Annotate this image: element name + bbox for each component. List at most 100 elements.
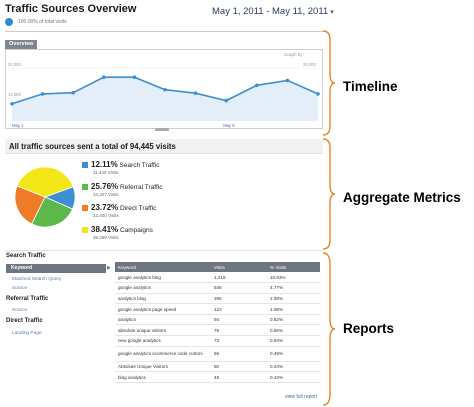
visits-cell: 76 [211, 324, 267, 337]
timeline-point-may-5[interactable] [132, 75, 137, 79]
nav-item-source[interactable]: Source [12, 286, 28, 291]
metric-direct[interactable]: 23.72% Direct Traffic [91, 203, 156, 212]
table-row: google analytics page speed 123 1.08% [115, 303, 320, 315]
timeline-area [12, 77, 318, 121]
timeline-point-may-11[interactable] [316, 92, 320, 96]
visits-cell: 50 [211, 361, 267, 373]
date-range-label: May 1, 2011 - May 11, 2011 [212, 6, 329, 17]
timeline-scroll-handle[interactable] [155, 128, 169, 131]
metric-referral[interactable]: 25.76% Referral Traffic [91, 182, 162, 191]
pct-cell: 0.82% [267, 314, 320, 326]
pct-cell: 4.77% [267, 282, 320, 294]
keyword-link[interactable]: blog analytics [115, 371, 211, 383]
metric-campaigns[interactable]: 38.41% Campaigns [91, 225, 153, 234]
metric-pct: 23.72% [91, 203, 119, 212]
segment-pie-icon [5, 18, 13, 26]
table-header-row: Keyword Visits % Visits [115, 262, 320, 272]
metric-search[interactable]: 12.11% Search Traffic [91, 160, 160, 169]
pct-cell: 0.43% [267, 371, 320, 383]
nav-item-landing-page[interactable]: Landing Page [12, 331, 42, 336]
metric-visits: 22,400 Visits [93, 213, 119, 218]
pie-slice-referral-traffic[interactable] [31, 196, 74, 228]
date-range-picker[interactable]: May 1, 2011 - May 11, 2011 ▾ [212, 6, 334, 17]
pct-cell: 10.63% [267, 272, 320, 284]
nav-item-referral-source[interactable]: Source [12, 308, 28, 313]
metric-pct: 38.41% [91, 225, 119, 234]
keyword-link[interactable]: analytics blog [115, 293, 211, 305]
view-full-report-link[interactable]: view full report [285, 394, 318, 400]
pie-slice-direct-traffic[interactable] [14, 185, 46, 225]
timeline-point-may-7[interactable] [193, 91, 198, 95]
keyword-link[interactable]: google analytics page speed [115, 303, 211, 315]
nav-item-keyword[interactable]: Keyword [6, 264, 106, 273]
keyword-link[interactable]: absolute unique visitors [115, 324, 211, 337]
timeline-point-may-1[interactable] [10, 101, 14, 106]
column-header-visits[interactable]: Visits [211, 262, 267, 272]
metric-pct: 25.76% [91, 182, 119, 191]
table-row: absolute unique visitors 76 0.66% [115, 324, 320, 337]
timeline-point-may-10[interactable] [285, 78, 290, 83]
timeline-point-may-8[interactable] [224, 98, 228, 103]
pie-slice-campaigns[interactable] [16, 166, 74, 198]
xtick-may1: May 1 [12, 123, 24, 128]
metric-visits: 36,269 Visits [93, 235, 119, 240]
table-row: Absolute Unique Visitors 50 0.44% [115, 361, 320, 373]
visits-cell: 546 [211, 282, 267, 294]
pct-cell: 0.49% [267, 346, 320, 362]
keyword-link[interactable]: analytics [115, 314, 211, 326]
metric-label: Direct Traffic [119, 205, 157, 212]
metric-label: Campaigns [119, 227, 153, 234]
table-row: blog analytics 49 0.43% [115, 371, 320, 383]
metric-swatch-referral [82, 184, 88, 190]
timeline-point-may-4[interactable] [102, 75, 106, 79]
header-divider [5, 31, 323, 32]
visits-cell: 94 [211, 314, 267, 326]
page-title: Traffic Sources Overview [5, 3, 137, 15]
metric-pct: 12.11% [91, 160, 118, 169]
timeline-point-may-3[interactable] [71, 90, 75, 95]
keyword-link[interactable]: google analytics ecommerce code cutroni [115, 346, 211, 362]
nav-head-referral-traffic[interactable]: Referral Traffic [6, 296, 49, 302]
table-row: google analytics ecommerce code cutroni 5… [115, 346, 320, 362]
annotation-aggregate-metrics: Aggregate Metrics [343, 190, 461, 205]
aggregate-brace [322, 138, 336, 250]
chevron-right-icon: ▶ [107, 265, 111, 271]
metric-visits: 11,440 Visits [93, 170, 119, 175]
timeline-point-may-2[interactable] [40, 92, 45, 96]
nav-head-search-traffic[interactable]: Search Traffic [6, 253, 46, 259]
keyword-report-table: Keyword Visits % Visits google analytics… [115, 262, 320, 383]
ytick-top: 20,000 [8, 62, 21, 67]
timeline-chart: 20,000 10,000 20,000 10,000 May 1 May 8 [8, 62, 320, 128]
pct-cell: 2.58% [267, 293, 320, 305]
column-header-pct-visits[interactable]: % Visits [267, 262, 320, 272]
keyword-link[interactable]: google analytics [115, 282, 211, 294]
metric-swatch-direct [82, 205, 88, 211]
aggregate-summary: All traffic sources sent a total of 94,4… [9, 142, 176, 151]
table-row: google analytics 546 4.77% [115, 282, 320, 294]
timeline-point-may-6[interactable] [163, 87, 167, 92]
nav-head-direct-traffic[interactable]: Direct Traffic [6, 318, 43, 324]
tab-overview[interactable]: Overview [5, 40, 38, 49]
visits-cell: 73 [211, 335, 267, 347]
nav-item-matched-search-query[interactable]: Matched Search Query [12, 277, 62, 282]
visits-cell: 49 [211, 371, 267, 383]
keyword-link[interactable]: new google analytics [115, 335, 211, 347]
pct-cell: 1.08% [267, 303, 320, 315]
ytick-mid: 10,000 [8, 92, 21, 97]
graph-by-control[interactable]: Graph by: [284, 52, 304, 57]
pct-cell: 0.44% [267, 361, 320, 373]
annotation-timeline: Timeline [343, 79, 398, 94]
metric-label: Referral Traffic [119, 184, 163, 191]
column-header-keyword[interactable]: Keyword [115, 262, 211, 272]
timeline-point-may-9[interactable] [255, 83, 259, 88]
timeline-brace [322, 30, 336, 136]
keyword-link[interactable]: google analytics blog [115, 272, 211, 284]
pct-cell: 0.66% [267, 324, 320, 337]
keyword-link[interactable]: Absolute Unique Visitors [115, 361, 211, 373]
xtick-may8: May 8 [223, 123, 235, 128]
table-row: google analytics blog 1,216 10.63% [115, 272, 320, 284]
visits-cell: 56 [211, 346, 267, 362]
visits-cell: 123 [211, 303, 267, 315]
ytick-right-top: 20,000 [303, 62, 316, 67]
traffic-pie-chart [14, 166, 76, 228]
